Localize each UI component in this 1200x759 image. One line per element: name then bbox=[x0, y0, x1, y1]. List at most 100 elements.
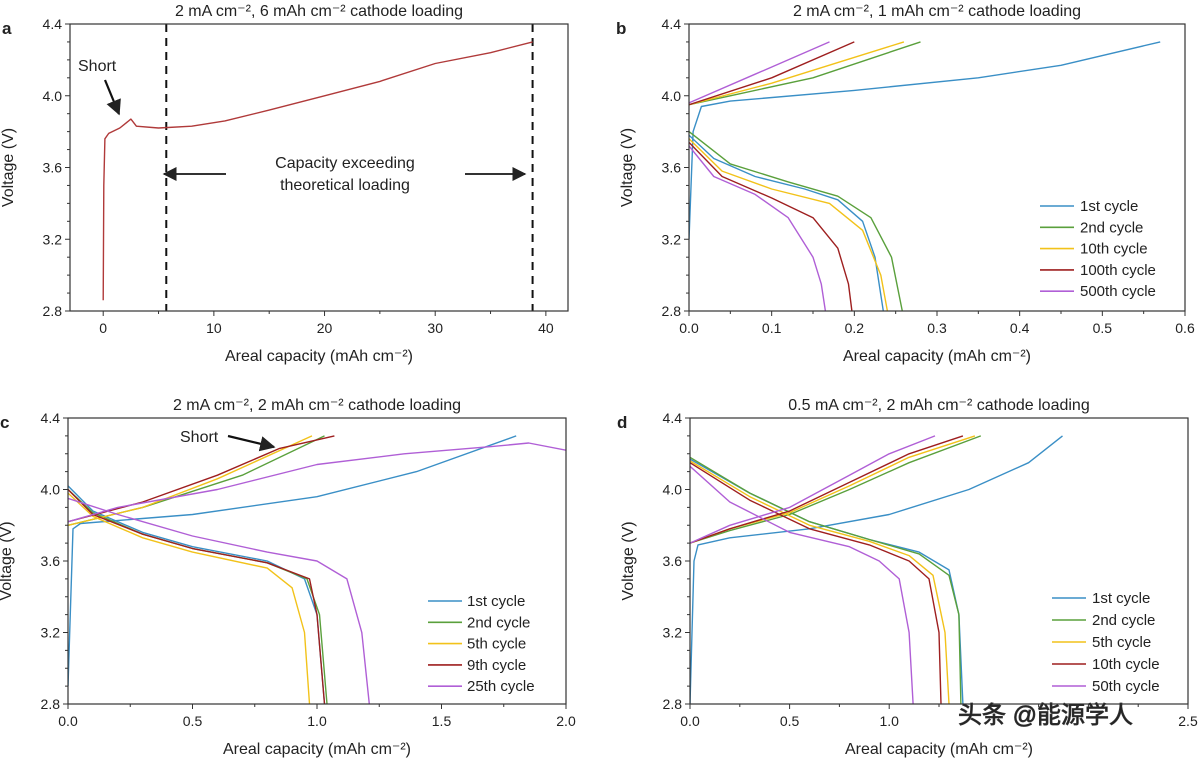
x-axis-label: Areal capacity (mAh cm⁻²) bbox=[845, 741, 1033, 758]
series-line-10th-cycle-charge bbox=[690, 435, 964, 544]
series-line-9th-cycle-discharge bbox=[68, 489, 326, 704]
series-line-2nd-cycle-discharge bbox=[689, 131, 903, 311]
legend-label: 2nd cycle bbox=[1080, 219, 1143, 236]
x-tick-label: 0.0 bbox=[679, 320, 699, 336]
legend-label: 1st cycle bbox=[467, 593, 525, 610]
plot-frame bbox=[688, 23, 1186, 312]
x-tick-label: 0.5 bbox=[780, 713, 800, 729]
series-line-1st-cycle-charge bbox=[68, 435, 517, 687]
y-tick-label: 3.2 bbox=[43, 231, 63, 247]
x-tick-label: 1.0 bbox=[307, 713, 327, 729]
series-line-5th-cycle-discharge bbox=[690, 460, 950, 704]
legend-label: 9th cycle bbox=[467, 657, 526, 674]
y-tick-label: 3.2 bbox=[41, 625, 61, 641]
series-line-1st-cycle-discharge bbox=[68, 485, 326, 704]
y-tick-label: 3.6 bbox=[662, 160, 682, 176]
x-tick-label: 1.0 bbox=[879, 713, 899, 729]
series-line-100th-cycle-discharge bbox=[689, 141, 853, 311]
series-line-2nd-cycle-charge bbox=[690, 435, 982, 544]
y-axis-label: Voltage (V) bbox=[620, 521, 637, 600]
panel-letter: c bbox=[0, 413, 9, 432]
y-tick-label: 4.4 bbox=[43, 16, 63, 32]
watermark: 头条 @能源学人 bbox=[958, 702, 1133, 729]
y-tick-label: 3.6 bbox=[663, 553, 683, 569]
x-axis-label: Areal capacity (mAh cm⁻²) bbox=[843, 348, 1031, 365]
series-line-25th-cycle-charge bbox=[68, 442, 566, 523]
x-tick-label: 0.5 bbox=[183, 713, 203, 729]
series-line-10th-cycle-charge bbox=[689, 41, 905, 106]
plot-frame bbox=[67, 417, 567, 705]
legend-label: 5th cycle bbox=[1092, 634, 1151, 651]
x-tick-label: 0.0 bbox=[680, 713, 700, 729]
series-line-500th-cycle-discharge bbox=[689, 145, 827, 311]
y-tick-label: 3.6 bbox=[43, 160, 63, 176]
panel-letter: d bbox=[617, 413, 627, 432]
x-tick-label: 10 bbox=[206, 320, 222, 336]
series-line-1st-cycle-charge bbox=[689, 41, 1161, 240]
y-tick-label: 3.2 bbox=[662, 231, 682, 247]
y-tick-label: 4.0 bbox=[662, 88, 682, 104]
y-tick-label: 2.8 bbox=[662, 303, 682, 319]
x-tick-label: 0.3 bbox=[927, 320, 947, 336]
series-line-9th-cycle-charge bbox=[68, 435, 335, 523]
legend-label: 1st cycle bbox=[1092, 590, 1150, 607]
chart-title: 2 mA cm⁻², 6 mAh cm⁻² cathode loading bbox=[175, 3, 463, 20]
x-tick-label: 40 bbox=[538, 320, 554, 336]
annotation-short: Short bbox=[78, 58, 117, 75]
series-line-500th-cycle-charge bbox=[689, 41, 830, 104]
annotation-capacity: Capacity exceeding bbox=[275, 155, 415, 172]
x-tick-label: 0.2 bbox=[845, 320, 865, 336]
x-tick-label: 0.0 bbox=[58, 713, 78, 729]
plot-frame bbox=[689, 417, 1189, 705]
series-line-25th-cycle-discharge bbox=[68, 497, 370, 704]
plot-frame bbox=[69, 23, 569, 312]
legend-label: 1st cycle bbox=[1080, 198, 1138, 215]
x-tick-label: 0.1 bbox=[762, 320, 782, 336]
series-line-2nd-cycle-charge bbox=[689, 41, 921, 106]
series-line-5th-cycle-discharge bbox=[68, 492, 311, 704]
series-line-2nd-cycle-discharge bbox=[690, 456, 962, 704]
legend-label: 5th cycle bbox=[467, 636, 526, 653]
short-arrow bbox=[227, 434, 276, 452]
x-tick-label: 2.0 bbox=[556, 713, 576, 729]
x-tick-label: 0.6 bbox=[1175, 320, 1195, 336]
panel-letter: b bbox=[616, 19, 626, 38]
panel-a: a 2 mA cm⁻², 6 mAh cm⁻² cathode loading Ar… bbox=[0, 3, 569, 365]
y-tick-label: 4.0 bbox=[43, 88, 63, 104]
panel-b: b 2 mA cm⁻², 1 mAh cm⁻² cathode loading Ar… bbox=[616, 3, 1195, 365]
series-line-curve-charge bbox=[102, 41, 533, 301]
x-tick-label: 20 bbox=[317, 320, 333, 336]
chart-title: 2 mA cm⁻², 1 mAh cm⁻² cathode loading bbox=[793, 3, 1081, 20]
legend-label: 100th cycle bbox=[1080, 262, 1156, 279]
series-line-1st-cycle-discharge bbox=[689, 134, 884, 311]
chart-title: 0.5 mA cm⁻², 2 mAh cm⁻² cathode loading bbox=[788, 397, 1089, 414]
y-axis-label: Voltage (V) bbox=[0, 128, 17, 207]
series-line-1st-cycle-charge bbox=[690, 435, 1063, 704]
series-line-10th-cycle-discharge bbox=[690, 462, 942, 704]
x-tick-label: 0.4 bbox=[1010, 320, 1030, 336]
y-tick-label: 2.8 bbox=[41, 696, 61, 712]
series-line-50th-cycle-charge bbox=[690, 435, 936, 544]
annotation-capacity: theoretical loading bbox=[280, 177, 410, 194]
legend-label: 500th cycle bbox=[1080, 283, 1156, 300]
legend-label: 2nd cycle bbox=[1092, 612, 1155, 629]
y-axis-label: Voltage (V) bbox=[619, 128, 636, 207]
y-tick-label: 4.0 bbox=[41, 482, 61, 498]
panel-c: c 2 mA cm⁻², 2 mAh cm⁻² cathode loading Ar… bbox=[0, 397, 576, 758]
series-line-50th-cycle-discharge bbox=[690, 465, 914, 704]
x-tick-label: 2.5 bbox=[1178, 713, 1198, 729]
chart-title: 2 mA cm⁻², 2 mAh cm⁻² cathode loading bbox=[173, 397, 461, 414]
series-line-10th-cycle-discharge bbox=[689, 138, 889, 311]
legend-label: 25th cycle bbox=[467, 678, 535, 695]
y-tick-label: 3.6 bbox=[41, 553, 61, 569]
x-tick-label: 30 bbox=[427, 320, 443, 336]
y-tick-label: 4.4 bbox=[41, 410, 61, 426]
legend-label: 50th cycle bbox=[1092, 678, 1160, 695]
y-tick-label: 2.8 bbox=[663, 696, 683, 712]
series-line-100th-cycle-charge bbox=[689, 41, 855, 106]
annotation-short: Short bbox=[180, 429, 219, 446]
y-tick-label: 2.8 bbox=[43, 303, 63, 319]
y-axis-label: Voltage (V) bbox=[0, 521, 15, 600]
y-tick-label: 3.2 bbox=[663, 625, 683, 641]
